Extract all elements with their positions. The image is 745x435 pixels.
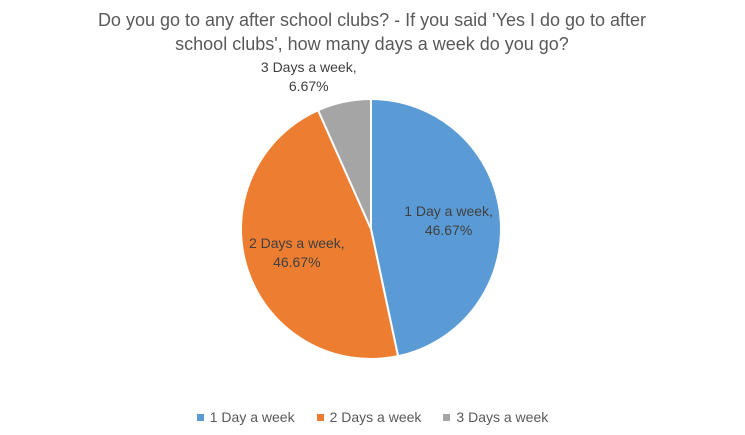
chart-title: Do you go to any after school clubs? - I… — [97, 10, 647, 54]
pie-slice — [370, 97, 502, 358]
legend-label: 1 Day a week — [209, 409, 295, 425]
legend-item: 2 Days a week — [316, 409, 422, 425]
legend-swatch — [196, 413, 204, 421]
legend-item: 3 Days a week — [443, 409, 548, 425]
legend-label: 3 Days a week — [456, 409, 549, 425]
legend: 1 Day a week 2 Days a week 3 Days a week — [0, 409, 745, 425]
pie-slice — [240, 108, 400, 360]
data-label: 2 Days a week, 46.67% — [248, 235, 345, 271]
legend-swatch — [316, 413, 324, 421]
pie-slice — [316, 97, 372, 230]
data-label: 3 Days a week, 6.67% — [260, 59, 357, 95]
legend-item: 1 Day a week — [196, 409, 295, 425]
legend-label: 2 Days a week — [329, 409, 422, 425]
legend-swatch — [443, 413, 451, 421]
data-label: 1 Day a week, 46.67% — [404, 202, 493, 238]
